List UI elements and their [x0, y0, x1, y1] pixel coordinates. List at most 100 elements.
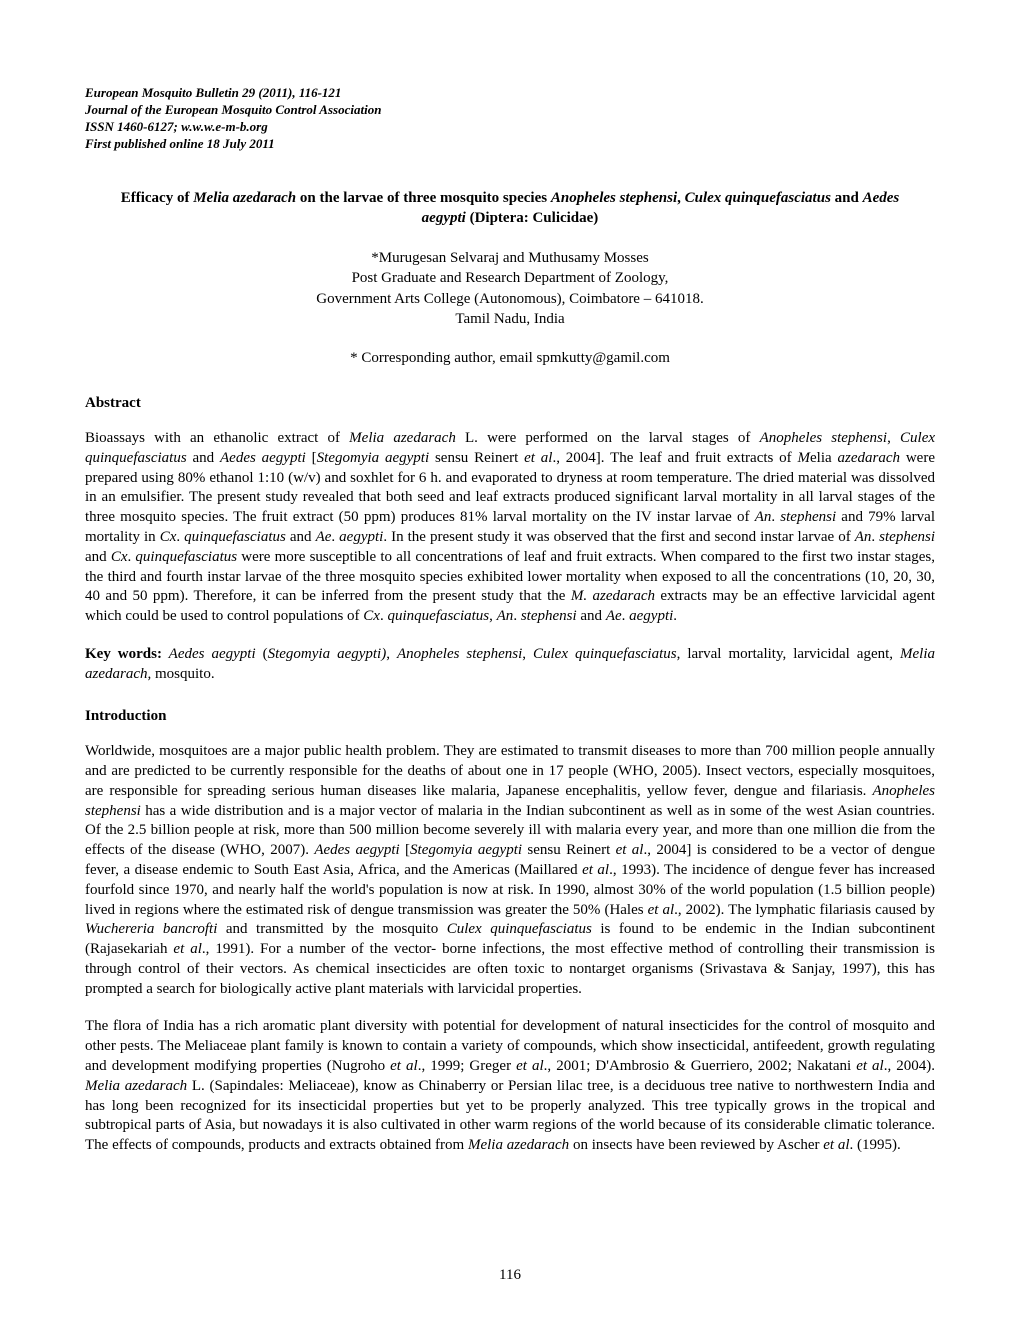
- ip1-s3: Stegomyia aegypti: [410, 842, 522, 858]
- abstract-text: Bioassays with an ethanolic extract of M…: [85, 429, 935, 627]
- abs-s19: Cx: [363, 608, 380, 624]
- author-dept: Post Graduate and Research Department of…: [85, 268, 935, 288]
- abs-p6: sensu Reinert: [429, 450, 524, 466]
- ip1-s7: Wuchereria bancrofti: [85, 921, 217, 937]
- abs-s22: stephensi: [521, 608, 577, 624]
- abs-p11: .: [176, 529, 184, 545]
- title-species-1: Melia azedarach: [193, 190, 296, 206]
- kw-2: (: [256, 646, 268, 662]
- journal-line-1: European Mosquito Bulletin 29 (2011), 11…: [85, 85, 935, 102]
- abs-s14: An: [855, 529, 872, 545]
- introduction-heading: Introduction: [85, 707, 935, 727]
- abs-p4: and: [187, 450, 220, 466]
- page-number: 116: [0, 1266, 1020, 1286]
- abs-p23: and: [577, 608, 606, 624]
- abs-s20: quinquefasciatus: [387, 608, 489, 624]
- title-mid-3: and: [831, 190, 863, 206]
- abs-p7a: elia: [810, 450, 837, 466]
- ip1-s6: et al: [648, 902, 675, 918]
- ip2-p3: ., 2001; D'Ambrosio & Guerriero, 2002; N…: [544, 1058, 857, 1074]
- title-text: Efficacy of: [121, 190, 193, 206]
- abs-s11: quinquefasciatus: [184, 529, 286, 545]
- ip1-p1: Worldwide, mosquitoes are a major public…: [85, 743, 935, 799]
- abs-p22: .: [513, 608, 521, 624]
- abs-s9: stephensi: [780, 509, 836, 525]
- author-location: Tamil Nadu, India: [85, 309, 935, 329]
- ip1-s9: et al: [173, 941, 201, 957]
- ip2-s2: et al: [516, 1058, 544, 1074]
- kw-3: Stegomyia aegypti): [268, 646, 387, 662]
- ip1-p4: sensu Reinert: [522, 842, 616, 858]
- ip1-p8: and transmitted by the mosquito: [217, 921, 446, 937]
- keywords-label: Key words:: [85, 646, 162, 662]
- abs-s16: Cx: [111, 549, 128, 565]
- abs-s7a: azedarach: [838, 450, 901, 466]
- kw-10: mosquito.: [151, 666, 214, 682]
- kw-6: ,: [522, 646, 533, 662]
- abs-p12: and: [286, 529, 316, 545]
- abs-s5: Stegomyia aegypti: [317, 450, 429, 466]
- abs-p21: ,: [489, 608, 497, 624]
- ip2-p4: ., 2004).: [884, 1058, 935, 1074]
- ip1-p10: ., 1991). For a number of the vector- bo…: [85, 941, 935, 997]
- title-suffix: (Diptera: Culicidae): [466, 210, 598, 226]
- intro-para-2: The flora of India has a rich aromatic p…: [85, 1017, 935, 1156]
- ip2-s6: et al: [823, 1137, 849, 1153]
- abs-s4: Aedes aegypti: [220, 450, 306, 466]
- abs-p25: .: [673, 608, 677, 624]
- kw-8: , larval mortality, larvicidal agent,: [677, 646, 900, 662]
- abs-s23: Ae: [606, 608, 622, 624]
- author-college: Government Arts College (Autonomous), Co…: [85, 289, 935, 309]
- kw-4: ,: [386, 646, 397, 662]
- title-mid-1: on the larvae of three mosquito species: [296, 190, 551, 206]
- abs-s13: aegypti: [339, 529, 383, 545]
- abstract-heading: Abstract: [85, 394, 935, 414]
- ip2-p7: . (1995).: [850, 1137, 901, 1153]
- title-species-3: Culex quinquefasciatus: [685, 190, 831, 206]
- abs-p3: ,: [887, 430, 900, 446]
- ip2-p6: on insects have been reviewed by Ascher: [569, 1137, 823, 1153]
- abs-p13: .: [331, 529, 339, 545]
- abs-s8: An: [755, 509, 772, 525]
- journal-header: European Mosquito Bulletin 29 (2011), 11…: [85, 85, 935, 153]
- journal-line-4: First published online 18 July 2011: [85, 136, 935, 153]
- ip1-s5: et al: [582, 862, 609, 878]
- ip2-s4: Melia azedarach: [85, 1078, 187, 1094]
- ip2-s3: et al: [856, 1058, 884, 1074]
- abs-p7: ., 2004]. The leaf and fruit extracts of: [552, 450, 797, 466]
- kw-1: Aedes aegypti: [162, 646, 256, 662]
- ip1-s8: Culex quinquefasciatus: [447, 921, 592, 937]
- corresponding-author: * Corresponding author, email spmkutty@g…: [85, 349, 935, 369]
- ip2-s1: et al: [390, 1058, 418, 1074]
- kw-5: Anopheles stephensi: [397, 646, 522, 662]
- authors-block: *Murugesan Selvaraj and Muthusamy Mosses…: [85, 248, 935, 329]
- abs-s24: aegypti: [629, 608, 673, 624]
- abs-s7: M: [798, 450, 811, 466]
- abs-p9: .: [771, 509, 780, 525]
- abs-p2: L. were performed on the larval stages o…: [456, 430, 760, 446]
- abs-p1: Bioassays with an ethanolic extract of: [85, 430, 349, 446]
- journal-line-3: ISSN 1460-6127; w.w.w.e-m-b.org: [85, 119, 935, 136]
- journal-line-2: Journal of the European Mosquito Control…: [85, 102, 935, 119]
- abs-s2: Anopheles stephensi: [760, 430, 888, 446]
- abs-s17: quinquefasciatus: [135, 549, 237, 565]
- ip1-s2: Aedes aegypti: [314, 842, 399, 858]
- abs-s21: An: [497, 608, 514, 624]
- ip2-s5: Melia azedarach: [468, 1137, 569, 1153]
- kw-7: Culex quinquefasciatus: [533, 646, 677, 662]
- title-mid-2: ,: [677, 190, 685, 206]
- abs-s6: et al: [524, 450, 552, 466]
- ip1-p7: ., 2002). The lymphatic filariasis cause…: [674, 902, 935, 918]
- article-title: Efficacy of Melia azedarach on the larva…: [100, 188, 920, 229]
- abs-s12: Ae: [316, 529, 332, 545]
- abs-s10: Cx: [160, 529, 177, 545]
- abs-p14: . In the present study it was observed t…: [383, 529, 854, 545]
- abs-p16: and: [85, 549, 111, 565]
- keywords: Key words: Aedes aegypti (Stegomyia aegy…: [85, 645, 935, 685]
- ip1-s4: et al: [616, 842, 644, 858]
- abs-p5: [: [306, 450, 317, 466]
- abs-s18: M. azedarach: [571, 588, 655, 604]
- ip2-p2: ., 1999; Greger: [418, 1058, 516, 1074]
- abs-p15: .: [871, 529, 879, 545]
- abs-s15: stephensi: [879, 529, 935, 545]
